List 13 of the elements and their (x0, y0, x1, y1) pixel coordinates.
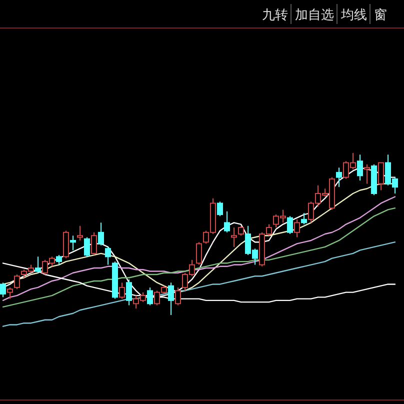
text: 窗 (374, 7, 387, 23)
candlestick (336, 167, 342, 188)
candlestick (77, 225, 83, 241)
candlestick (357, 154, 363, 182)
text: 加自选 (295, 8, 334, 23)
candlestick (231, 227, 237, 248)
candlestick (301, 212, 307, 225)
candlestick (70, 235, 76, 251)
text: 均线 (340, 8, 367, 23)
candlestick (98, 222, 104, 246)
candlestick (119, 282, 125, 300)
candlestick (168, 282, 174, 316)
text: 九转 (262, 8, 288, 23)
